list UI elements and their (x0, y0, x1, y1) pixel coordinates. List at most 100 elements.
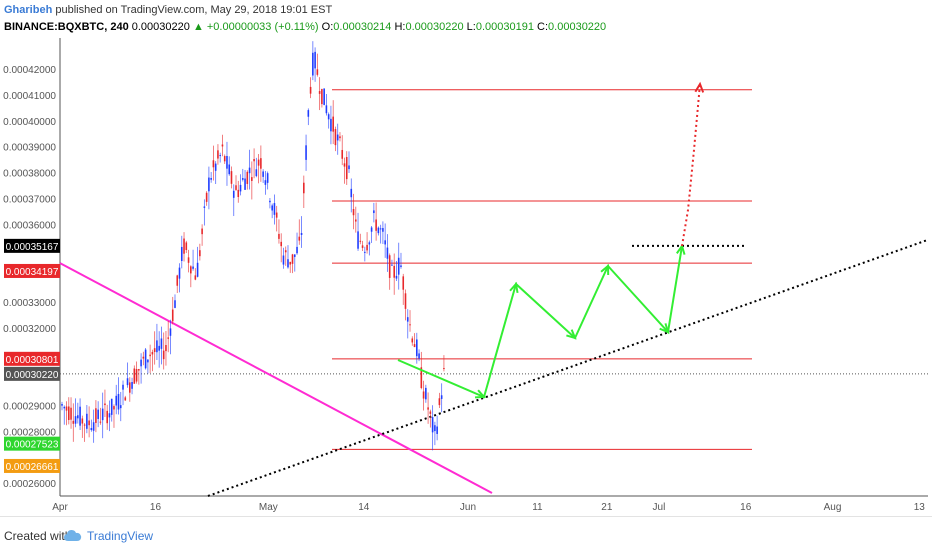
projection-arrowhead (659, 323, 670, 334)
candle-body (185, 242, 188, 251)
candle-body (364, 251, 366, 253)
candle-body (404, 293, 407, 309)
candle-body (108, 413, 111, 418)
candle-body (418, 353, 420, 359)
candle-body (99, 421, 102, 423)
candle-body (375, 219, 377, 231)
candle-body (386, 247, 389, 259)
candle-body (291, 254, 294, 264)
candle-body (113, 406, 115, 410)
candle-body (345, 157, 348, 180)
x-tick-label: 16 (150, 502, 162, 513)
candle-body (316, 69, 319, 75)
candle-body (97, 409, 99, 419)
price-badge (4, 366, 60, 381)
tradingview-brand[interactable]: TradingView (87, 529, 154, 543)
price-change: ▲ +0.00000033 (+0.11%) (192, 21, 319, 33)
x-tick-label: Apr (52, 502, 68, 513)
price-badge-label: 0.00034197 (6, 267, 59, 278)
author-link[interactable]: Gharibeh (4, 4, 53, 16)
candle-body (196, 262, 199, 277)
projection-arrowhead (474, 389, 487, 399)
trendline-magenta[interactable] (59, 262, 493, 494)
candle-body (79, 406, 81, 426)
projection-arrowhead (509, 281, 519, 294)
target-arrow[interactable] (681, 83, 701, 247)
candle-body (350, 188, 353, 198)
y-tick-label: 0.00028000 (3, 427, 56, 438)
candle-body (339, 136, 341, 139)
candle-body (223, 156, 226, 162)
candle-body (142, 356, 145, 359)
candle-body (210, 177, 212, 180)
low-label: L: (466, 21, 476, 33)
candle-body (289, 261, 292, 265)
candle-body (74, 416, 77, 424)
candle-body (180, 246, 183, 261)
y-tick-label: 0.00039000 (3, 143, 56, 154)
candle-body (348, 165, 350, 170)
candle-body (332, 116, 334, 132)
ohlc-quote: BINANCE:BQXBTC, 240 0.00030220 ▲ +0.0000… (4, 21, 606, 33)
candle-body (293, 254, 296, 257)
candle-body (379, 228, 382, 230)
candle-body (95, 408, 97, 423)
candle-body (160, 338, 163, 349)
candle-body (86, 413, 88, 429)
candle-body (368, 242, 371, 245)
candle-body (416, 339, 418, 357)
y-tick-label: 0.00029000 (3, 401, 56, 412)
close-value: 0.00030220 (548, 21, 607, 33)
candle-body (131, 382, 133, 389)
high-value: 0.00030220 (405, 21, 464, 33)
y-tick-label: 0.00042000 (3, 65, 56, 76)
publish-text: published on TradingView.com, May 29, 20… (55, 4, 333, 16)
candle-body (156, 340, 158, 353)
candle-body (133, 368, 136, 384)
price-badge (4, 458, 60, 473)
candle-body (221, 144, 224, 147)
candle-body (309, 86, 312, 94)
candle-body (330, 118, 332, 132)
trendline-dotted[interactable] (207, 238, 929, 497)
candle-body (257, 159, 260, 166)
candle-body (190, 266, 192, 274)
candle-body (431, 417, 434, 433)
candle-body (119, 405, 122, 409)
candle-body (300, 233, 303, 235)
candle-body (336, 134, 339, 141)
candle-body (217, 150, 219, 159)
price-chart[interactable]: 0.00042000 0.00041000 0.00040000 0.00039000… (0, 0, 932, 516)
candle-body (115, 395, 118, 406)
candle-body (370, 227, 373, 232)
candle-body (205, 192, 208, 202)
candle-body (126, 378, 129, 386)
y-tick-label: 0.00032000 (3, 324, 56, 335)
candle-body (140, 359, 142, 367)
candle-body (352, 209, 355, 216)
price-badge-label: 0.00026661 (6, 462, 59, 473)
candle-body (354, 219, 357, 222)
candle-body (402, 276, 405, 290)
candle-body (144, 349, 147, 369)
candle-body (382, 228, 384, 232)
candle-body (124, 397, 127, 401)
candle-body (357, 231, 359, 249)
candle-body (384, 240, 386, 245)
candle-body (260, 158, 262, 169)
candle-body (153, 348, 156, 352)
candle-body (298, 236, 301, 241)
x-tick-label: 14 (358, 502, 370, 513)
candle-body (214, 163, 217, 171)
candle-body (101, 408, 104, 421)
candle-body (70, 407, 72, 420)
candle-body (438, 398, 441, 406)
publish-info: Gharibeh published on TradingView.com, M… (4, 4, 332, 16)
candle-body (420, 367, 423, 389)
candle-body (388, 255, 391, 278)
open-label: O: (321, 21, 334, 33)
footer: Created with TradingView (0, 516, 932, 551)
candle-body (65, 406, 68, 411)
x-tick-label: 16 (740, 502, 752, 513)
candle-body (287, 259, 289, 268)
